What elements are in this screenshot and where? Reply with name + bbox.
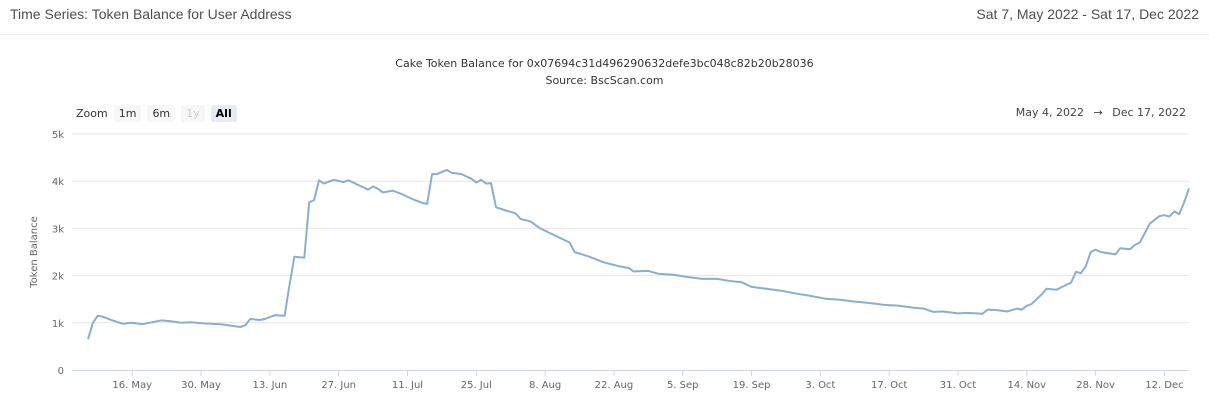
y-tick-label: 2k [52,272,64,283]
page-title: Time Series: Token Balance for User Addr… [10,6,292,22]
range-from-input[interactable]: May 4, 2022 [1015,106,1084,119]
chart-title: Cake Token Balance for 0x07694c31d496290… [395,57,814,70]
x-axis-ticks: 16. May 30. May 13. Jun 27. Jun 11. Jul 25. J… [112,370,1184,391]
x-tick-label: 19. Sep [733,380,771,391]
x-tick-label: 8. Aug [529,380,561,391]
y-tick-label: 1k [52,319,64,330]
series-group [87,168,1190,340]
x-tick-label: 17. Oct [871,380,907,391]
grid-lines [72,133,1189,324]
series-line-0[interactable] [87,168,1190,340]
zoom-all-button[interactable]: All [210,104,237,122]
x-tick-label: 25. Jul [461,380,492,391]
range-selector: May 4, 2022 → Dec 17, 2022 [1016,106,1186,119]
zoom-label: Zoom [76,106,108,120]
x-tick-label: 14. Nov [1007,380,1046,391]
x-tick-label: 11. Jul [392,380,423,391]
y-tick-label: 3k [52,224,64,235]
x-tick-label: 16. May [112,380,152,391]
x-tick-label: 31. Oct [940,380,976,391]
range-to-input[interactable]: Dec 17, 2022 [1112,106,1186,119]
zoom-6m-button[interactable]: 6m [147,104,176,122]
y-axis-ticks: 0 1k 2k 3k 4k 5k [52,130,64,377]
x-tick-label: 12. Dec [1145,380,1183,391]
x-tick-label: 3. Oct [805,380,835,391]
zoom-controls: Zoom 1m 6m 1y All [76,104,243,122]
x-tick-label: 30. May [181,380,221,391]
x-tick-label: 27. Jun [321,380,356,391]
zoom-1y-button: 1y [181,104,205,122]
zoom-1m-button[interactable]: 1m [113,104,142,122]
y-tick-label: 5k [52,130,64,141]
y-axis-label: Token Balance [29,216,40,289]
x-tick-label: 22. Aug [595,380,634,391]
y-tick-label: 0 [58,366,64,377]
range-arrow: → [1093,106,1103,119]
date-range-label: Sat 7, May 2022 - Sat 17, Dec 2022 [976,6,1199,22]
chart-subtitle: Source: BscScan.com [545,74,664,87]
x-tick-label: 5. Sep [667,380,699,391]
header: Time Series: Token Balance for User Addr… [0,0,1209,35]
x-tick-label: 28. Nov [1076,380,1115,391]
y-tick-label: 4k [52,177,64,188]
x-tick-label: 13. Jun [253,380,288,391]
